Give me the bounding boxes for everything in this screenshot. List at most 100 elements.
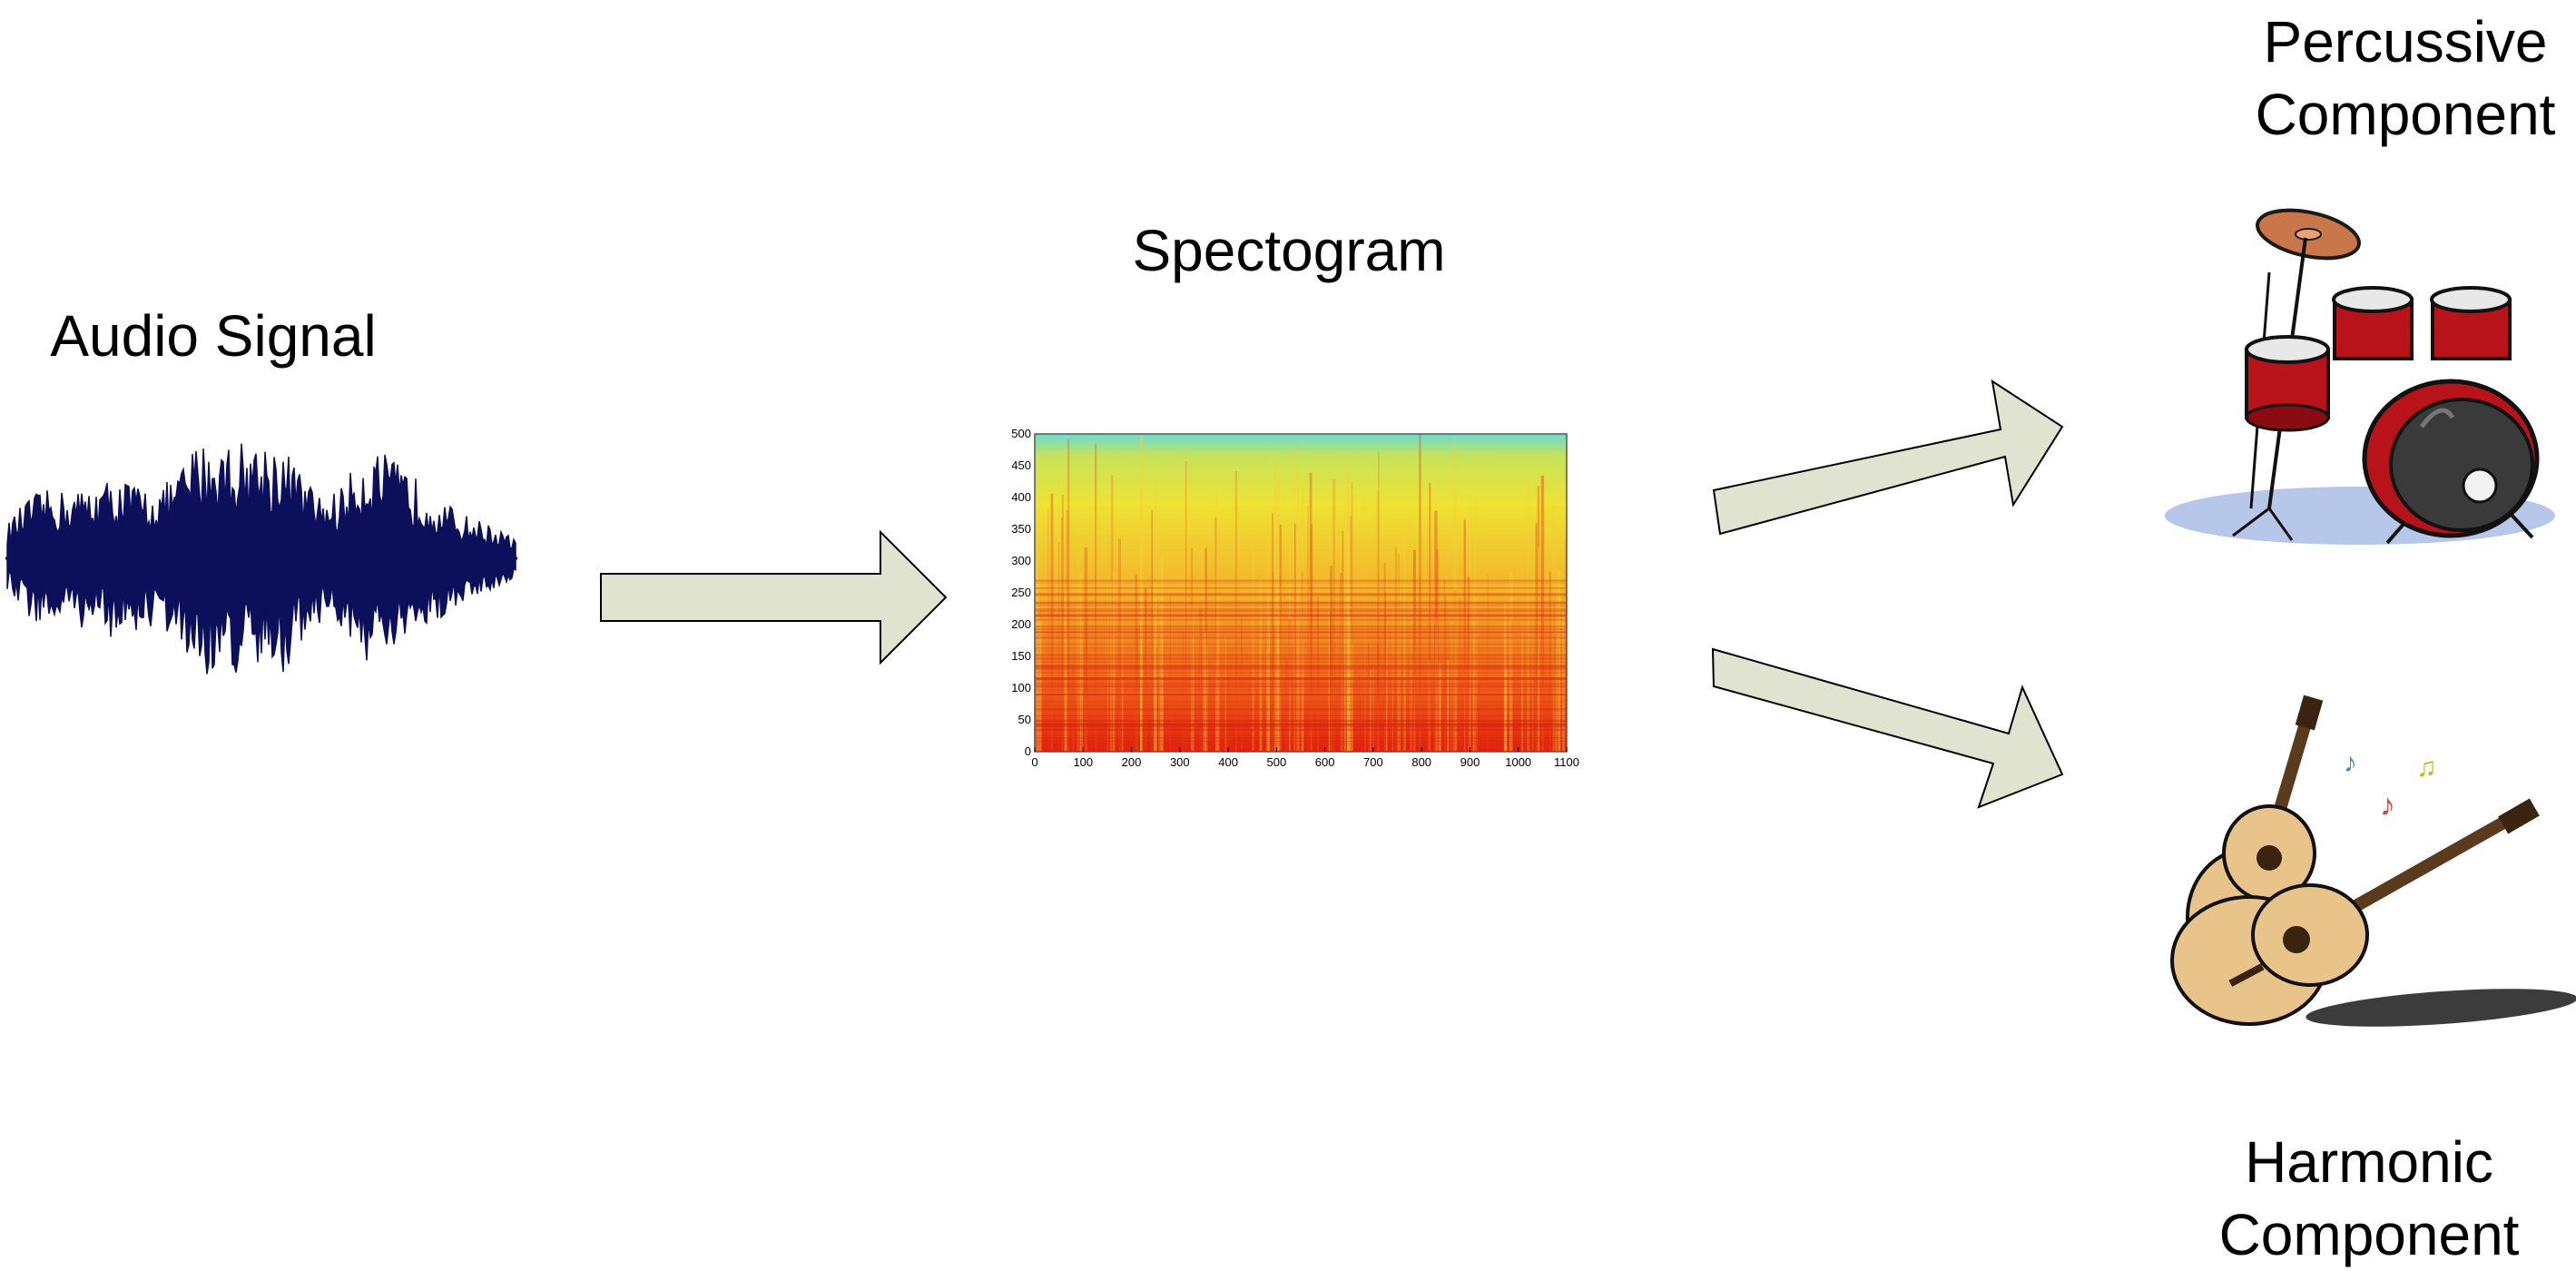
spectrogram-streak — [1540, 475, 1545, 752]
spectrogram-streak — [1463, 519, 1466, 752]
spectrogram-streak — [1394, 547, 1398, 752]
spectrogram-streak — [1351, 643, 1353, 752]
spectrogram-streak — [1436, 549, 1439, 752]
spectrogram-streak — [1383, 563, 1386, 752]
spectrogram-streak — [1151, 509, 1153, 752]
spectrogram-band — [1035, 678, 1567, 681]
spectrogram-band — [1035, 701, 1567, 703]
spectrogram-streak — [1077, 533, 1079, 752]
x-tick-label: 1100 — [1554, 755, 1579, 769]
spectrogram-streak — [1509, 572, 1513, 752]
spectrogram-band — [1035, 613, 1567, 616]
spectrogram-band — [1035, 649, 1567, 652]
spectrogram-plot: 0 100 200 300 400 500 600 700 800 900 1000 1100 0 50 1… — [1011, 427, 1579, 769]
spectrogram-streak — [1372, 665, 1374, 752]
spectrogram-streak — [1252, 537, 1254, 752]
spectrogram-streak — [1266, 535, 1269, 752]
spectrogram-streak — [1538, 547, 1539, 752]
spectrogram-streak — [1347, 505, 1351, 752]
spectrogram-streak — [1268, 517, 1271, 752]
spectrogram-streak — [1339, 572, 1342, 752]
spectrogram-streak — [1155, 647, 1158, 752]
spectrogram-streak — [1190, 604, 1194, 752]
spectrogram-band — [1035, 615, 1567, 617]
spectrogram-streak — [1203, 545, 1205, 752]
spectrogram-streak — [1429, 483, 1431, 752]
svg-text:♪: ♪ — [2380, 788, 2395, 823]
spectrogram-band — [1035, 725, 1567, 728]
spectrogram-streak — [1204, 547, 1207, 752]
spectrogram-streak — [1467, 613, 1470, 752]
spectrogram-streak — [1332, 479, 1336, 752]
spectrogram-streak — [1562, 610, 1565, 752]
spectrogram-streak — [1385, 592, 1387, 752]
spectrogram-streak — [1259, 578, 1263, 752]
spectrogram-streak — [1311, 524, 1313, 752]
spectrogram-streak — [1275, 566, 1279, 752]
spectrogram-streak — [1191, 547, 1194, 752]
spectrogram-streak — [1348, 517, 1352, 752]
spectrogram-streak — [1376, 490, 1379, 752]
spectrogram-streak — [1112, 571, 1116, 752]
spectrogram-band — [1035, 661, 1567, 664]
spectrogram-band — [1035, 643, 1567, 645]
spectrogram-streak — [1289, 530, 1291, 752]
spectrogram-band — [1035, 710, 1567, 712]
spectrogram-streak — [1468, 576, 1470, 752]
spectrogram-streak — [1346, 477, 1351, 752]
spectrogram-streak — [1376, 643, 1380, 752]
spectrogram-band — [1035, 636, 1567, 639]
spectrogram-streak — [1216, 595, 1220, 752]
spectrogram-streak — [1061, 495, 1064, 752]
spectrogram-band — [1035, 666, 1567, 669]
y-tick-label: 0 — [1025, 744, 1031, 758]
spectrogram-band — [1035, 656, 1567, 658]
spectrogram-band — [1035, 741, 1567, 742]
x-tick-label: 500 — [1267, 755, 1287, 769]
spectrogram-band — [1035, 694, 1567, 695]
spectrogram-streak — [1084, 547, 1088, 752]
spectrogram-streak — [1118, 538, 1122, 752]
spectrogram-streak — [1268, 585, 1270, 752]
spectrogram-streak — [1158, 515, 1160, 752]
spectrogram-streak — [1427, 660, 1431, 752]
spectrogram-band — [1035, 653, 1567, 655]
y-tick-label: 200 — [1011, 617, 1031, 631]
spectrogram-streak — [1398, 553, 1400, 752]
spectrogram-band — [1035, 635, 1567, 636]
spectrogram-streak — [1341, 611, 1343, 752]
spectrogram-streak — [1350, 515, 1352, 752]
spectrogram-band — [1035, 724, 1567, 726]
spectrogram-streak — [1037, 490, 1039, 752]
spectrogram-streak — [1527, 480, 1530, 752]
spectrogram-band — [1035, 714, 1567, 716]
x-tick-label: 400 — [1218, 755, 1238, 769]
percussive-label-line1: Percussive — [2263, 9, 2548, 74]
spectrogram-streak — [1064, 591, 1067, 752]
spectrogram-streak — [1296, 469, 1300, 752]
spectrogram-band — [1035, 709, 1567, 711]
spectrogram-streak — [1346, 456, 1350, 752]
spectrogram-streak — [1136, 628, 1138, 752]
spectrogram-band — [1035, 708, 1567, 710]
spectrogram-streak — [1279, 524, 1282, 752]
x-tick-label: 600 — [1315, 755, 1335, 769]
spectrogram-band — [1035, 719, 1567, 722]
spectrogram-band — [1035, 719, 1567, 722]
spectrogram-streak — [1234, 471, 1237, 752]
y-tick-label: 300 — [1011, 554, 1031, 567]
spectrogram-streak — [1309, 472, 1313, 752]
percussive-component-label: Percussive Component — [2197, 5, 2576, 151]
spectrogram-streak — [1066, 510, 1069, 752]
spectrogram-band — [1035, 744, 1567, 747]
spectrogram-streak — [1121, 541, 1124, 752]
spectrogram-streak — [1403, 527, 1406, 752]
spectrogram-streak — [1412, 549, 1416, 752]
spectrogram-band — [1035, 658, 1567, 661]
y-tick-label: 500 — [1011, 427, 1031, 440]
spectrogram-band — [1035, 665, 1567, 667]
spectrogram-band — [1035, 728, 1567, 730]
spectrogram-streak — [1155, 478, 1157, 752]
spectrogram-streak — [1397, 540, 1400, 752]
